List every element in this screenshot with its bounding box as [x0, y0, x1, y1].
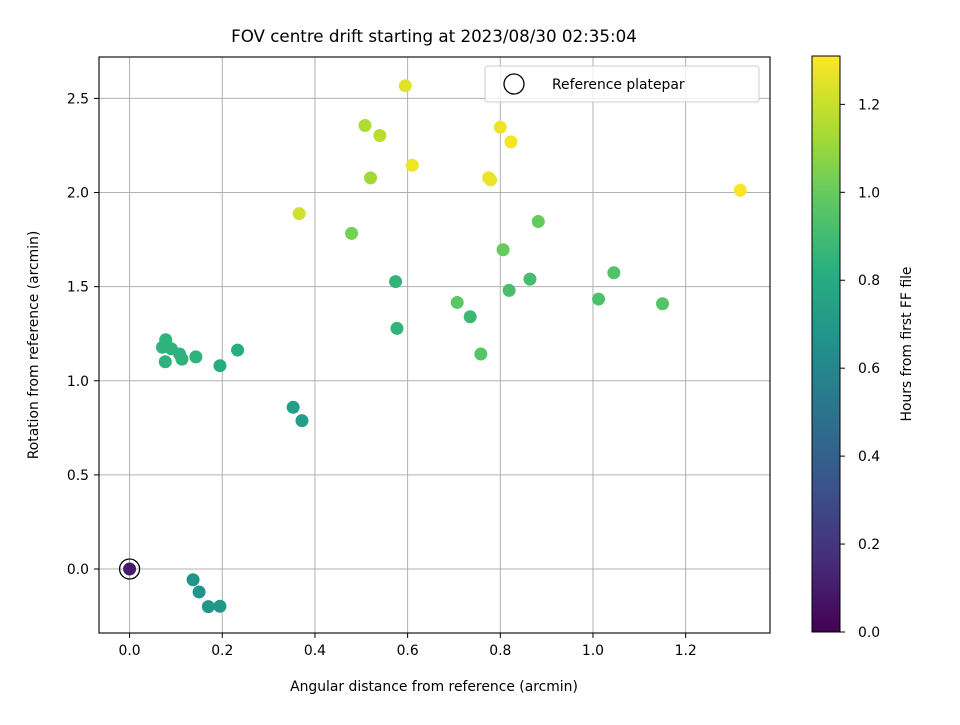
- colorbar-tick-label: 0.4: [858, 449, 880, 465]
- x-axis-label: Angular distance from reference (arcmin): [290, 679, 578, 695]
- x-tick-label: 0.4: [304, 643, 326, 659]
- scatter-point: [286, 400, 300, 414]
- scatter-point: [592, 292, 606, 306]
- y-tick-label: 1.0: [67, 374, 89, 390]
- scatter-point: [398, 79, 412, 93]
- scatter-point: [463, 310, 477, 324]
- scatter-point: [450, 295, 464, 309]
- scatter-point: [474, 347, 488, 361]
- y-tick-label: 1.5: [67, 280, 89, 296]
- scatter-point: [189, 350, 203, 364]
- scatter-points: [123, 79, 747, 614]
- scatter-point: [295, 414, 309, 428]
- scatter-point: [358, 119, 372, 133]
- colorbar-tick-label: 1.2: [858, 97, 880, 113]
- x-tick-label: 0.8: [489, 643, 511, 659]
- y-tick-label: 0.5: [67, 468, 89, 484]
- chart-title: FOV centre drift starting at 2023/08/30 …: [231, 26, 637, 46]
- scatter-point: [364, 171, 378, 185]
- reference-marker-layer: [118, 558, 141, 580]
- scatter-point: [504, 135, 518, 149]
- scatter-point: [213, 359, 227, 373]
- scatter-point: [186, 573, 200, 587]
- colorbar-tick-label: 0.0: [858, 625, 880, 641]
- scatter-point: [231, 343, 245, 357]
- y-axis-ticks: 0.0 0.5 1.0 1.5 2.0 2.5: [67, 91, 99, 578]
- x-tick-label: 1.0: [582, 643, 604, 659]
- y-axis-label: Rotation from reference (arcmin): [26, 231, 42, 460]
- x-tick-label: 0.6: [397, 643, 419, 659]
- scatter-point: [607, 266, 621, 280]
- colorbar-gradient: [811, 55, 841, 633]
- x-tick-label: 1.2: [675, 643, 697, 659]
- x-axis-ticks: 0.0 0.2 0.4 0.6 0.8 1.0 1.2: [119, 633, 697, 659]
- scatter-point: [373, 128, 387, 142]
- reference-platepar-marker: [118, 558, 141, 580]
- scatter-point: [531, 215, 545, 229]
- scatter-point: [733, 183, 747, 197]
- y-tick-label: 2.0: [67, 186, 89, 202]
- scatter-point: [192, 585, 206, 599]
- scatter-point: [158, 355, 172, 369]
- scatter-point: [292, 207, 306, 221]
- scatter-point: [655, 297, 669, 311]
- colorbar-tick-label: 0.2: [858, 537, 880, 553]
- scatter-point: [345, 226, 359, 240]
- colorbar-tick-label: 1.0: [858, 185, 880, 201]
- colorbar: 0.0 0.2 0.4 0.6 0.8 1.0 1.2 Hours from first F…: [811, 55, 915, 641]
- scatter-point: [496, 243, 510, 257]
- scatter-point: [405, 158, 419, 172]
- colorbar-label: Hours from first FF file: [899, 267, 915, 422]
- scatter-point: [389, 275, 403, 289]
- grid-lines: [99, 57, 770, 633]
- scatter-point: [493, 120, 507, 134]
- y-tick-label: 2.5: [67, 91, 89, 107]
- scatter-point: [523, 272, 537, 286]
- scatter-point: [201, 600, 215, 614]
- scatter-point: [123, 562, 137, 576]
- scatter-point: [175, 352, 189, 366]
- scatter-point: [390, 321, 404, 335]
- scatter-point: [484, 173, 498, 187]
- scatter-point: [502, 283, 516, 297]
- legend-frame: [484, 65, 760, 103]
- scatter-point: [213, 599, 227, 613]
- colorbar-tick-label: 0.6: [858, 361, 880, 377]
- x-tick-label: 0.2: [211, 643, 233, 659]
- legend-marker-open-circle: [503, 73, 525, 95]
- legend-label-reference-platepar: Reference platepar: [552, 77, 685, 93]
- colorbar-tick-label: 0.8: [858, 273, 880, 289]
- colorbar-ticks: 0.0 0.2 0.4 0.6 0.8 1.0 1.2: [840, 97, 880, 641]
- plot-frame: [98, 56, 771, 634]
- y-tick-label: 0.0: [67, 562, 89, 578]
- legend-box: Reference platepar: [484, 65, 760, 103]
- x-tick-label: 0.0: [119, 643, 141, 659]
